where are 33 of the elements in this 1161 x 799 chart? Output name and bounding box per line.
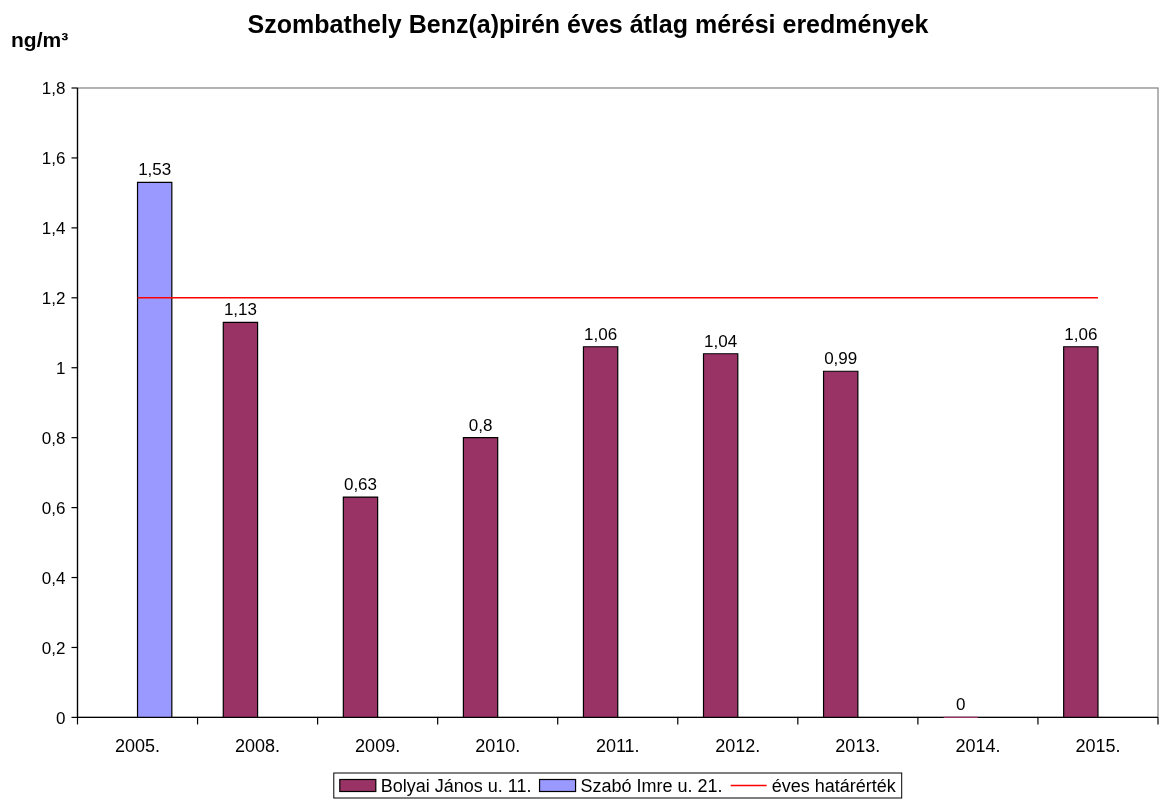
data-label: 1,04 — [704, 331, 738, 351]
legend-label: éves határérték — [771, 775, 897, 796]
legend-label: Szabó Imre u. 21. — [580, 775, 723, 796]
x-tick-label: 2009. — [355, 736, 401, 756]
data-label: 0 — [956, 695, 966, 715]
x-tick-label: 2005. — [115, 736, 161, 756]
y-tick-label: 0,6 — [41, 498, 66, 518]
x-tick-label: 2008. — [235, 736, 281, 756]
y-tick-label: 0 — [56, 708, 66, 728]
y-tick-label: 1,2 — [41, 288, 66, 308]
y-tick-label: 1 — [56, 358, 66, 378]
data-label: 1,06 — [584, 324, 618, 344]
data-label: 1,13 — [223, 300, 257, 320]
y-tick-label: 0,8 — [41, 428, 66, 448]
x-tick-label: 2010. — [475, 736, 521, 756]
y-tick-label: 1,4 — [41, 218, 66, 238]
data-label: 1,53 — [138, 160, 172, 180]
legend-label: Bolyai János u. 11. — [380, 775, 532, 796]
data-label: 0,8 — [468, 415, 493, 435]
x-tick-label: 2011. — [595, 736, 640, 756]
data-label: 1,06 — [1064, 324, 1098, 344]
y-tick-label: 1,6 — [41, 149, 66, 169]
x-tick-label: 2012. — [715, 736, 761, 756]
data-label: 0,99 — [824, 349, 858, 369]
y-tick-label: 1,8 — [41, 79, 66, 99]
y-tick-label: 0,2 — [41, 638, 66, 658]
chart-title: Szombathely Benz(a)pirén éves átlag mérési eredmények — [247, 10, 929, 38]
y-tick-label: 0,4 — [41, 568, 66, 588]
x-tick-label: 2014. — [955, 736, 1001, 756]
data-label: 0,63 — [343, 475, 378, 495]
y-axis-title: ng/m³ — [11, 28, 69, 51]
x-tick-label: 2013. — [835, 736, 881, 756]
x-tick-label: 2015. — [1075, 736, 1121, 756]
